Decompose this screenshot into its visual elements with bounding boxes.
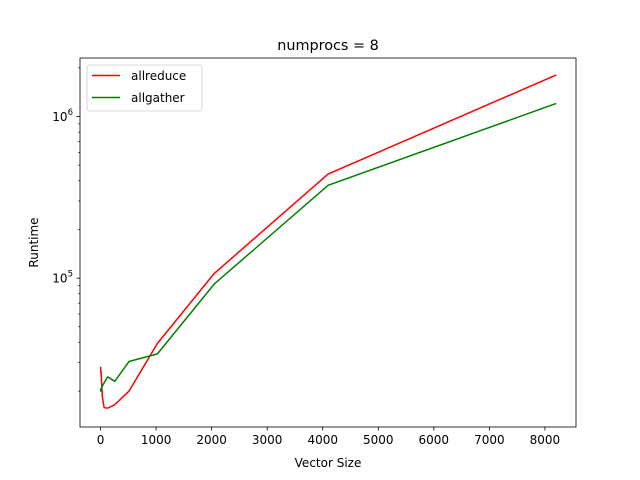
x-tick-label: 5000 xyxy=(363,433,394,447)
legend-label: allgather xyxy=(131,91,185,105)
x-tick-label: 7000 xyxy=(474,433,505,447)
series-line-allgather xyxy=(99,102,557,392)
x-axis: 0 1000 2000 3000 4000 5000 6000 7000 8000 xyxy=(97,427,560,447)
x-tick-label: 4000 xyxy=(307,433,338,447)
plot-area xyxy=(99,74,557,409)
x-tick-label: 3000 xyxy=(252,433,283,447)
y-axis-label: Runtime xyxy=(27,217,41,267)
legend: allreduce allgather xyxy=(86,64,203,112)
chart-title: numprocs = 8 xyxy=(277,38,379,54)
x-tick-label: 1000 xyxy=(141,433,172,447)
y-tick-label: 106 xyxy=(52,108,73,124)
x-tick-label: 6000 xyxy=(419,433,450,447)
legend-label: allreduce xyxy=(131,69,186,83)
x-axis-label: Vector Size xyxy=(295,456,362,470)
x-tick-label: 0 xyxy=(97,433,105,447)
x-tick-label: 8000 xyxy=(530,433,561,447)
y-tick-label: 105 xyxy=(52,270,73,286)
series-line-allreduce xyxy=(99,74,557,409)
x-tick-label: 2000 xyxy=(196,433,227,447)
legend-box xyxy=(86,64,203,112)
y-axis: 105 106 xyxy=(52,67,80,392)
axes-frame xyxy=(79,57,577,428)
